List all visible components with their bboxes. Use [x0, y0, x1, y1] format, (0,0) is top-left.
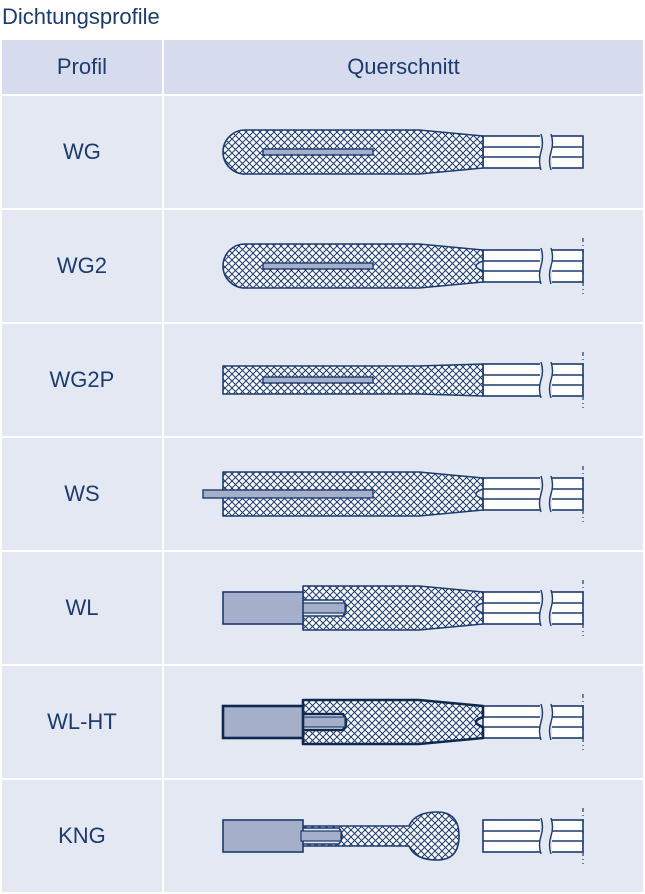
profile-table: Profil Querschnitt WGWG2WG2PWSWLWL-HTKNG	[0, 38, 645, 894]
table-row: WG2P	[1, 323, 644, 437]
table-row: KNG	[1, 779, 644, 893]
profile-label: WS	[1, 437, 163, 551]
profile-diagram	[163, 437, 644, 551]
table-row: WG2	[1, 209, 644, 323]
profile-diagram	[163, 665, 644, 779]
profile-diagram	[163, 323, 644, 437]
page-title: Dichtungsprofile	[0, 0, 645, 38]
profile-label: WG2P	[1, 323, 163, 437]
profile-label: WL-HT	[1, 665, 163, 779]
profile-diagram	[163, 95, 644, 209]
header-cross-section: Querschnitt	[163, 39, 644, 95]
table-row: WG	[1, 95, 644, 209]
profile-label: WG2	[1, 209, 163, 323]
header-profile: Profil	[1, 39, 163, 95]
profile-diagram	[163, 209, 644, 323]
table-row: WL	[1, 551, 644, 665]
profile-diagram	[163, 779, 644, 893]
profile-label: WL	[1, 551, 163, 665]
profile-label: KNG	[1, 779, 163, 893]
table-row: WL-HT	[1, 665, 644, 779]
table-row: WS	[1, 437, 644, 551]
profile-diagram	[163, 551, 644, 665]
profile-label: WG	[1, 95, 163, 209]
